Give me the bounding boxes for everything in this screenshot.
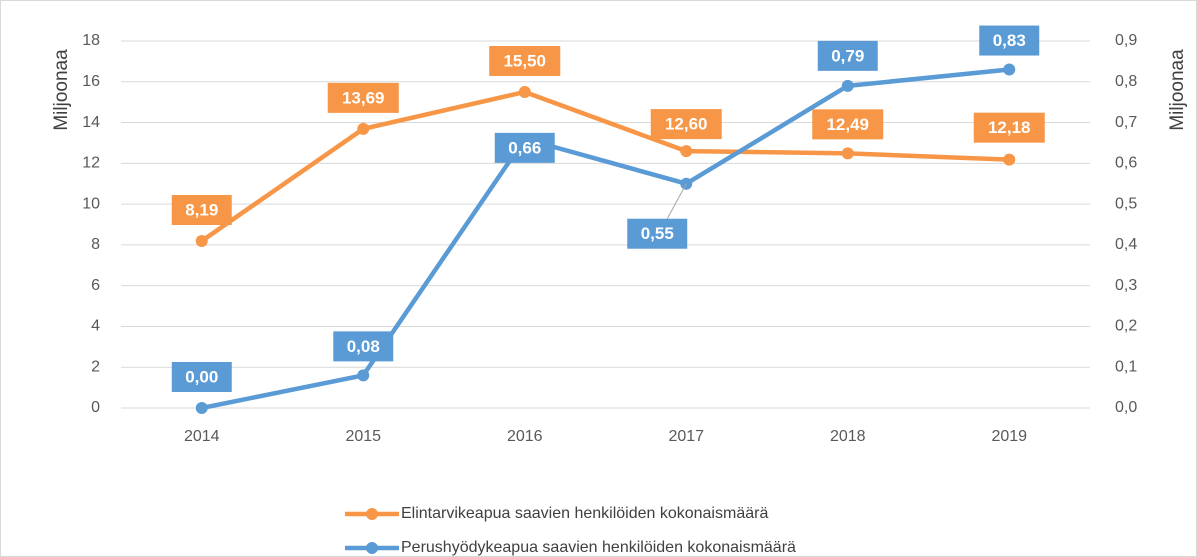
legend-marker	[366, 508, 378, 520]
x-tick-label: 2015	[345, 428, 381, 445]
y2-tick-label: 0,7	[1115, 114, 1137, 131]
value-label: 13,69	[342, 88, 385, 107]
value-label-box	[979, 25, 1040, 56]
y-axis-label: Miljoonaa	[51, 49, 72, 131]
y-tick-label: 0	[91, 399, 100, 416]
point	[357, 369, 370, 382]
value-label-box	[627, 218, 688, 249]
legend-marker	[366, 542, 378, 554]
y-tick-label: 2	[91, 358, 100, 375]
value-label: 0,66	[508, 138, 541, 157]
value-label: 15,50	[503, 51, 546, 70]
legend-label: Elintarvikeapua saavien henkilöiden koko…	[401, 505, 768, 522]
value-label: 12,60	[665, 115, 708, 134]
value-label-box	[817, 40, 878, 71]
x-tick-label: 2017	[668, 428, 704, 445]
point	[195, 235, 208, 248]
x-tick-label: 2016	[507, 428, 543, 445]
point	[1003, 153, 1016, 166]
value-label: 8,19	[185, 200, 218, 219]
x-tick-label: 2018	[830, 428, 866, 445]
point	[518, 85, 531, 98]
y-tick-label: 6	[91, 277, 100, 294]
series-line	[200, 89, 1010, 243]
x-tick-label: 2019	[991, 428, 1027, 445]
y2-tick-label: 0,4	[1115, 236, 1137, 253]
value-label-box	[494, 132, 555, 163]
y2-tick-label: 0,8	[1115, 73, 1137, 90]
y-tick-label: 10	[82, 195, 100, 212]
value-label-box	[333, 331, 394, 362]
series-line	[201, 67, 1010, 411]
value-label-box	[489, 45, 561, 76]
value-label-box	[812, 109, 884, 140]
value-label-box	[973, 112, 1045, 143]
value-label-box	[171, 362, 232, 392]
y2-tick-label: 0,1	[1115, 358, 1137, 375]
point	[1003, 63, 1016, 76]
y2-tick-label: 0,3	[1115, 277, 1137, 294]
value-label-box	[650, 109, 722, 140]
value-label: 0,55	[641, 224, 674, 243]
point	[841, 147, 854, 160]
value-label: 0,08	[347, 337, 380, 356]
y2-tick-label: 0,5	[1115, 195, 1137, 212]
legend-label: Perushyödykeapua saavien henkilöiden kok…	[401, 539, 796, 556]
value-label: 12,49	[826, 115, 869, 134]
y-tick-label: 18	[82, 32, 100, 49]
y-tick-label: 14	[82, 114, 100, 131]
y-tick-label: 8	[91, 236, 100, 253]
y-tick-label: 4	[91, 318, 100, 335]
point	[680, 145, 693, 158]
y-tick-label: 12	[82, 155, 100, 172]
y2-axis-label: Miljoonaa	[1167, 49, 1188, 131]
value-label: 0,00	[185, 367, 218, 386]
value-label-box	[171, 195, 232, 226]
value-label: 12,18	[988, 118, 1031, 137]
point	[841, 79, 854, 92]
y2-tick-label: 0,0	[1115, 399, 1137, 416]
y-tick-label: 16	[82, 73, 100, 90]
point	[357, 122, 370, 135]
point	[195, 402, 208, 414]
y2-tick-label: 0,9	[1115, 32, 1137, 49]
value-label: 0,79	[831, 46, 864, 65]
x-tick-label: 2014	[184, 428, 220, 445]
y2-tick-label: 0,6	[1115, 155, 1137, 172]
y2-tick-label: 0,2	[1115, 318, 1137, 335]
value-label-box	[327, 82, 399, 113]
leader-line	[666, 183, 687, 219]
value-label: 0,83	[993, 31, 1026, 50]
